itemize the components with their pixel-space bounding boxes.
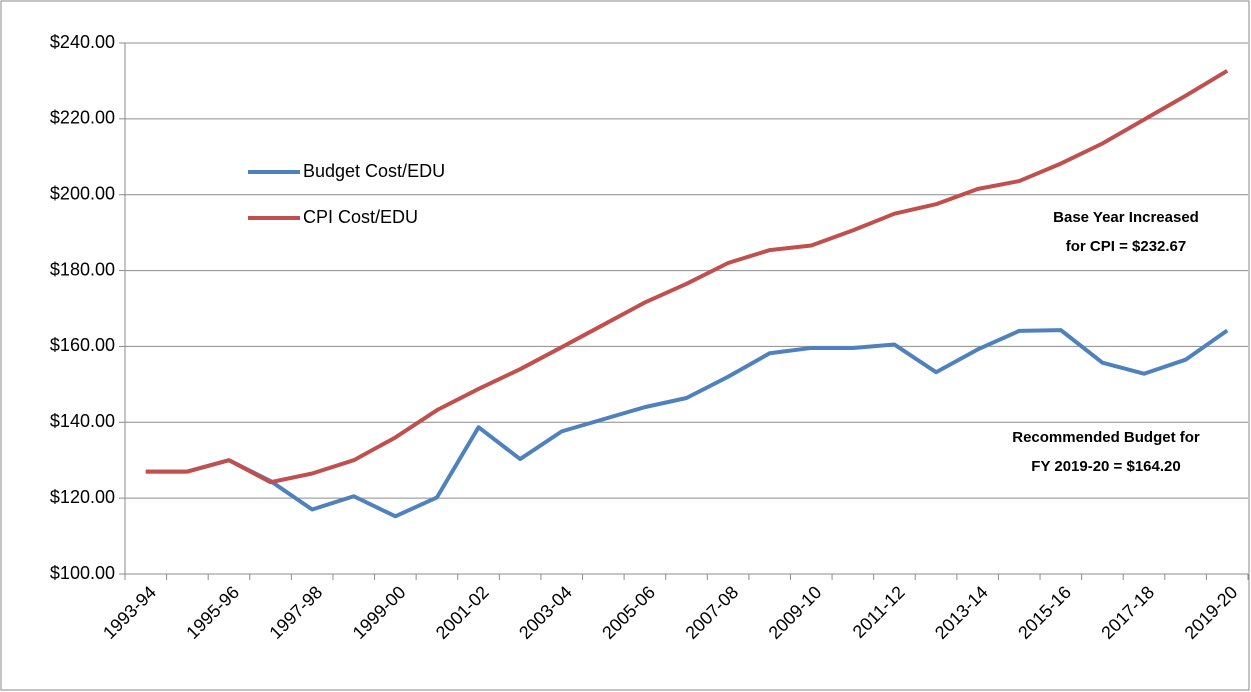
y-tick-label: $200.00 [50,183,115,203]
y-tick-label: $120.00 [50,487,115,507]
y-tick-label: $220.00 [50,108,115,128]
y-tick-label: $240.00 [50,32,115,52]
legend-label: CPI Cost/EDU [303,207,418,227]
annotation: Recommended Budget for [1012,429,1200,446]
annotation: Base Year Increased [1053,209,1199,226]
annotation: FY 2019-20 = $164.20 [1031,458,1180,475]
y-tick-label: $100.00 [50,563,115,583]
y-tick-label: $140.00 [50,411,115,431]
y-tick-label: $160.00 [50,335,115,355]
series-line [145,69,1229,485]
series-line [145,328,1229,519]
legend-label: Budget Cost/EDU [303,161,445,181]
y-tick-label: $180.00 [50,259,115,279]
annotation: for CPI = $232.67 [1066,238,1186,255]
